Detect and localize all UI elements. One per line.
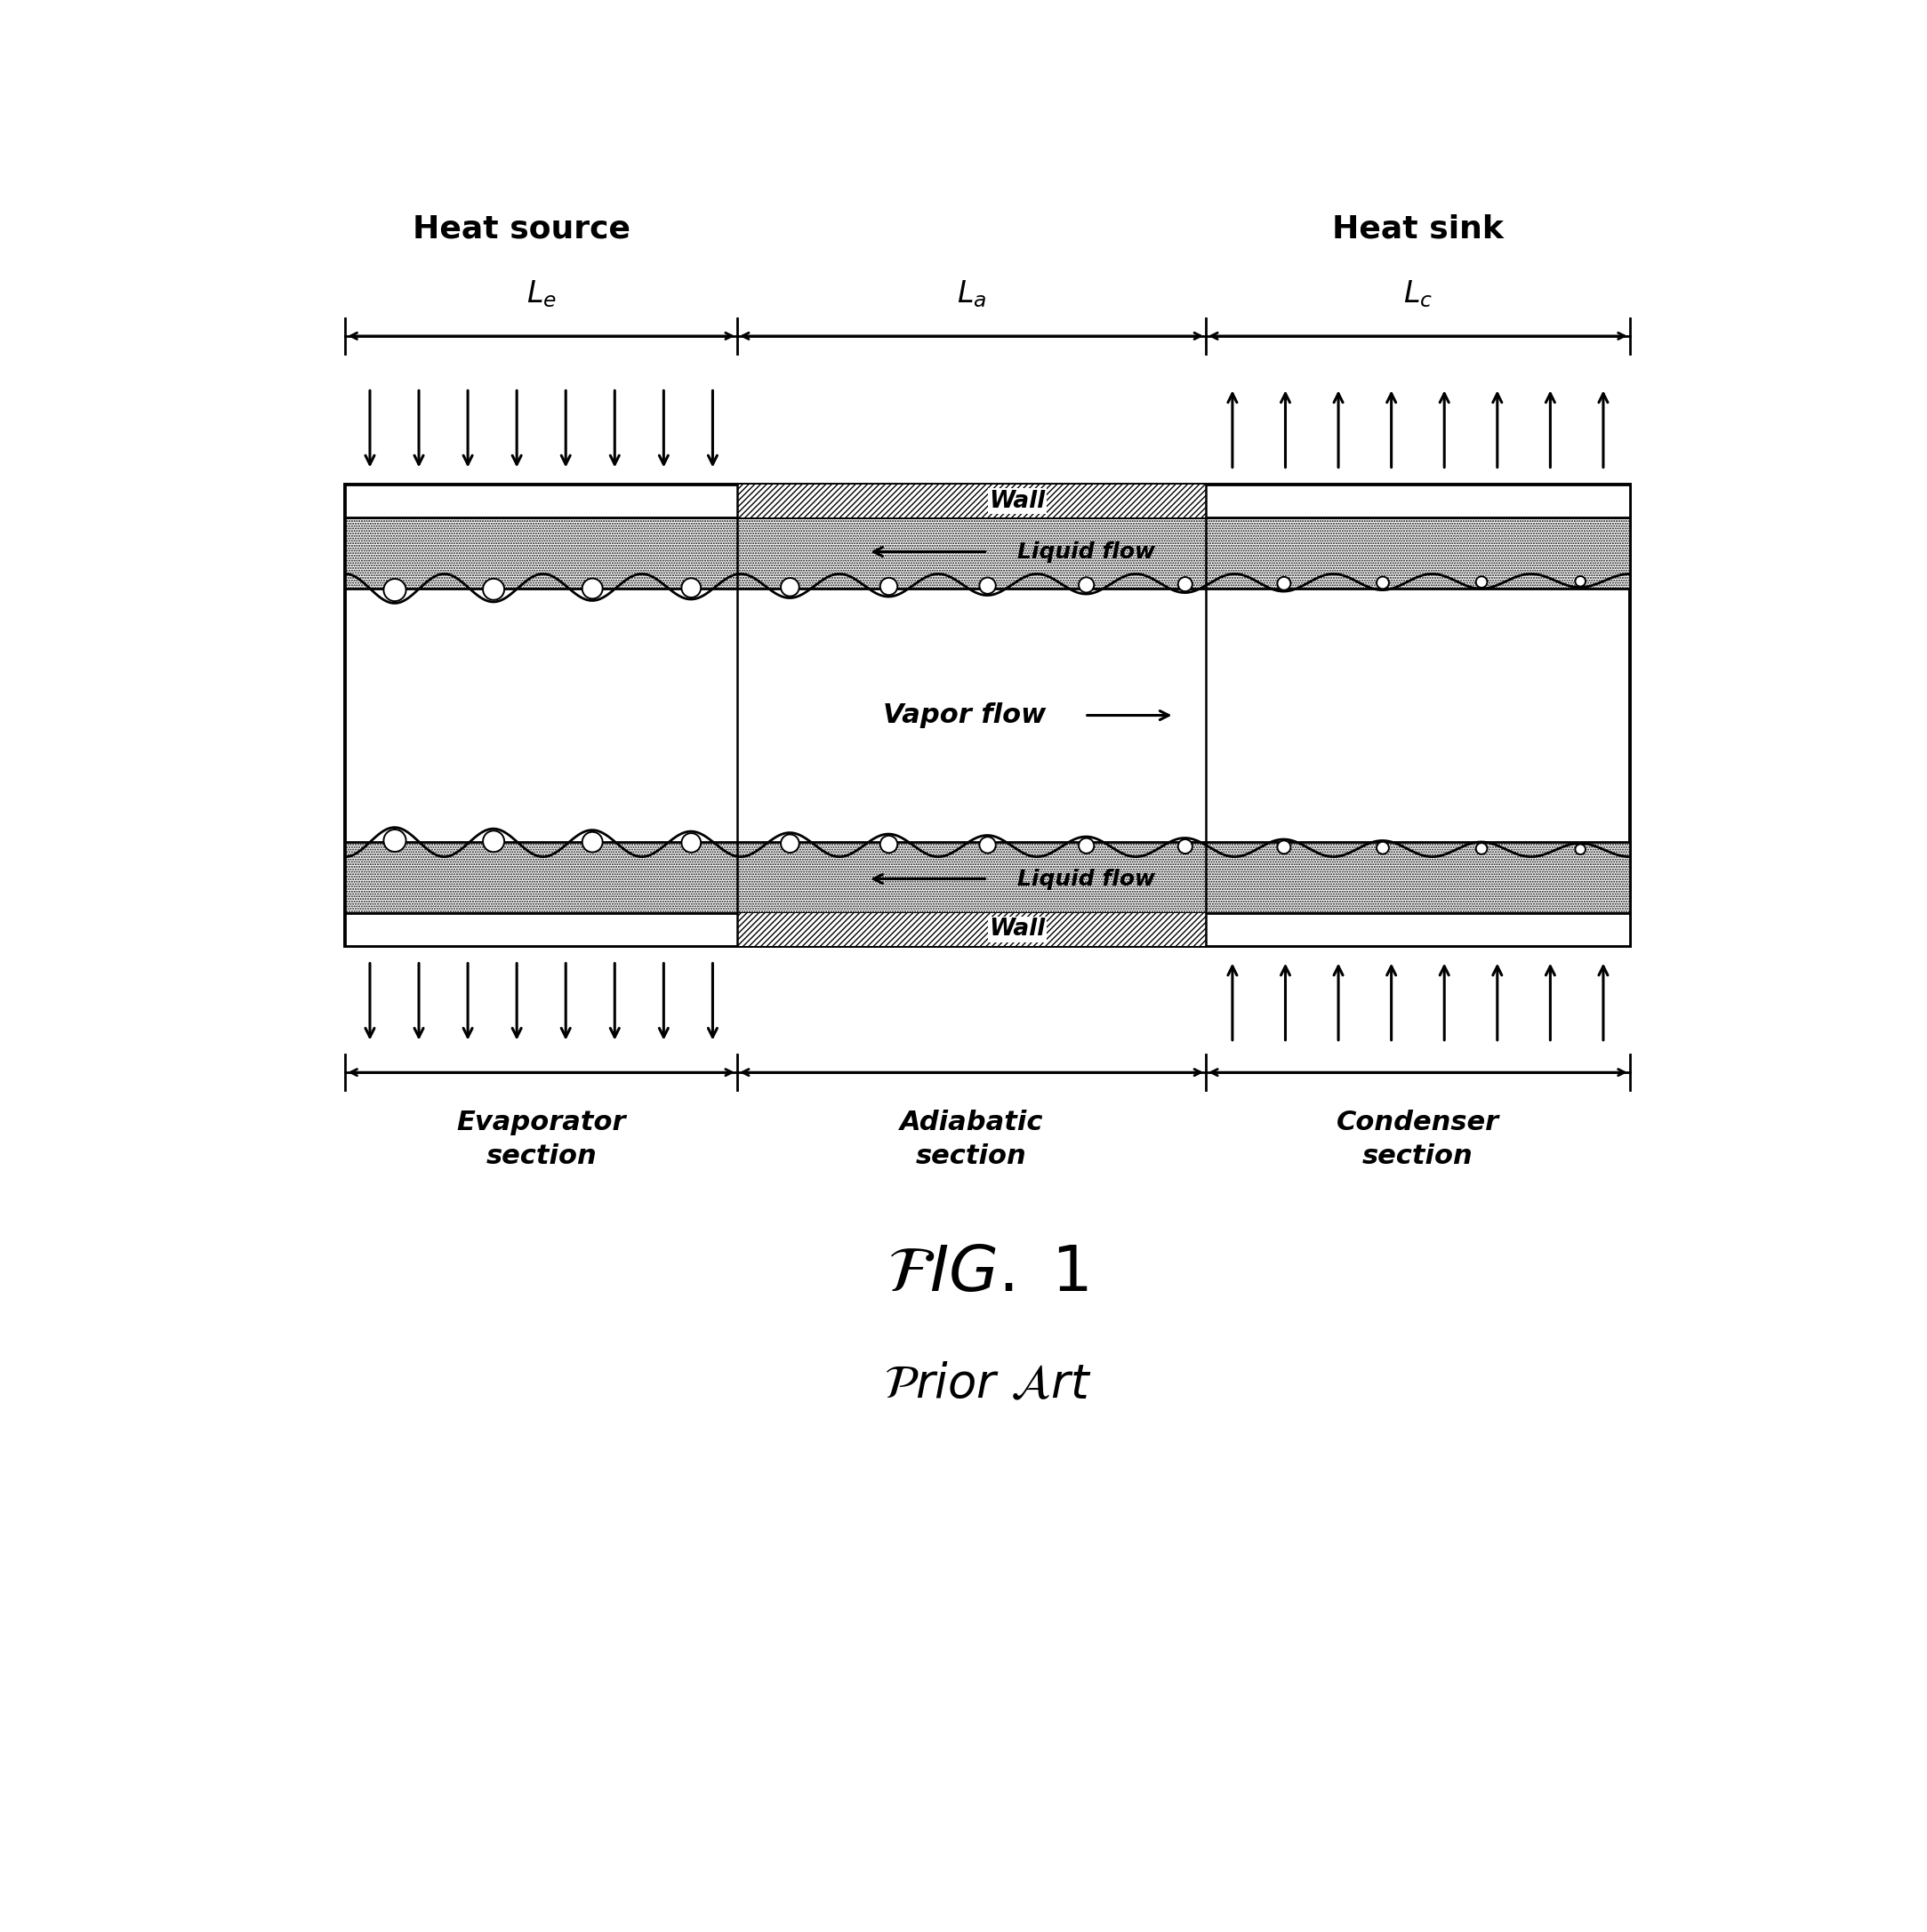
Bar	[345, 842, 1630, 914]
Circle shape	[582, 833, 603, 852]
Text: $\mathcal{P}rior\ \mathcal{A}rt$: $\mathcal{P}rior\ \mathcal{A}rt$	[884, 1362, 1091, 1406]
Text: Liquid flow: Liquid flow	[1017, 867, 1156, 889]
Circle shape	[484, 831, 505, 852]
Circle shape	[979, 837, 996, 854]
Text: Condenser
section: Condenser section	[1337, 1109, 1499, 1169]
Circle shape	[881, 578, 898, 595]
Circle shape	[582, 578, 603, 599]
Text: Liquid flow: Liquid flow	[1017, 541, 1156, 562]
Bar	[345, 914, 1630, 947]
Circle shape	[1476, 576, 1488, 587]
Circle shape	[1079, 838, 1095, 854]
Bar	[345, 485, 1630, 947]
Text: $L_a$: $L_a$	[956, 278, 987, 309]
Text: Heat source: Heat source	[412, 214, 630, 243]
Text: Wall: Wall	[989, 918, 1046, 941]
Text: $\mathcal{F}IG.\ 1$: $\mathcal{F}IG.\ 1$	[886, 1242, 1089, 1304]
Bar	[738, 914, 1206, 947]
Circle shape	[780, 835, 800, 852]
Circle shape	[383, 580, 407, 601]
Bar	[345, 518, 1630, 589]
Text: $L_e$: $L_e$	[526, 278, 557, 309]
Circle shape	[1376, 842, 1389, 854]
Circle shape	[1278, 840, 1291, 854]
Circle shape	[682, 833, 701, 852]
Circle shape	[1476, 842, 1488, 854]
Bar	[345, 485, 1630, 518]
Circle shape	[484, 580, 505, 601]
Circle shape	[1376, 576, 1389, 589]
Circle shape	[1278, 578, 1291, 589]
Circle shape	[780, 578, 800, 597]
Text: Wall: Wall	[989, 489, 1046, 512]
Circle shape	[1177, 838, 1193, 854]
Text: $L_c$: $L_c$	[1403, 278, 1432, 309]
Text: Vapor flow: Vapor flow	[883, 703, 1046, 728]
Circle shape	[1177, 578, 1193, 591]
Text: Adiabatic
section: Adiabatic section	[900, 1109, 1043, 1169]
Circle shape	[1079, 578, 1095, 593]
Circle shape	[383, 829, 407, 852]
Bar	[738, 485, 1206, 518]
Circle shape	[1574, 844, 1586, 854]
Circle shape	[682, 578, 701, 597]
Circle shape	[979, 578, 996, 593]
Text: Heat sink: Heat sink	[1332, 214, 1503, 243]
Text: Evaporator
section: Evaporator section	[457, 1109, 626, 1169]
Circle shape	[1574, 576, 1586, 587]
Circle shape	[881, 837, 898, 852]
